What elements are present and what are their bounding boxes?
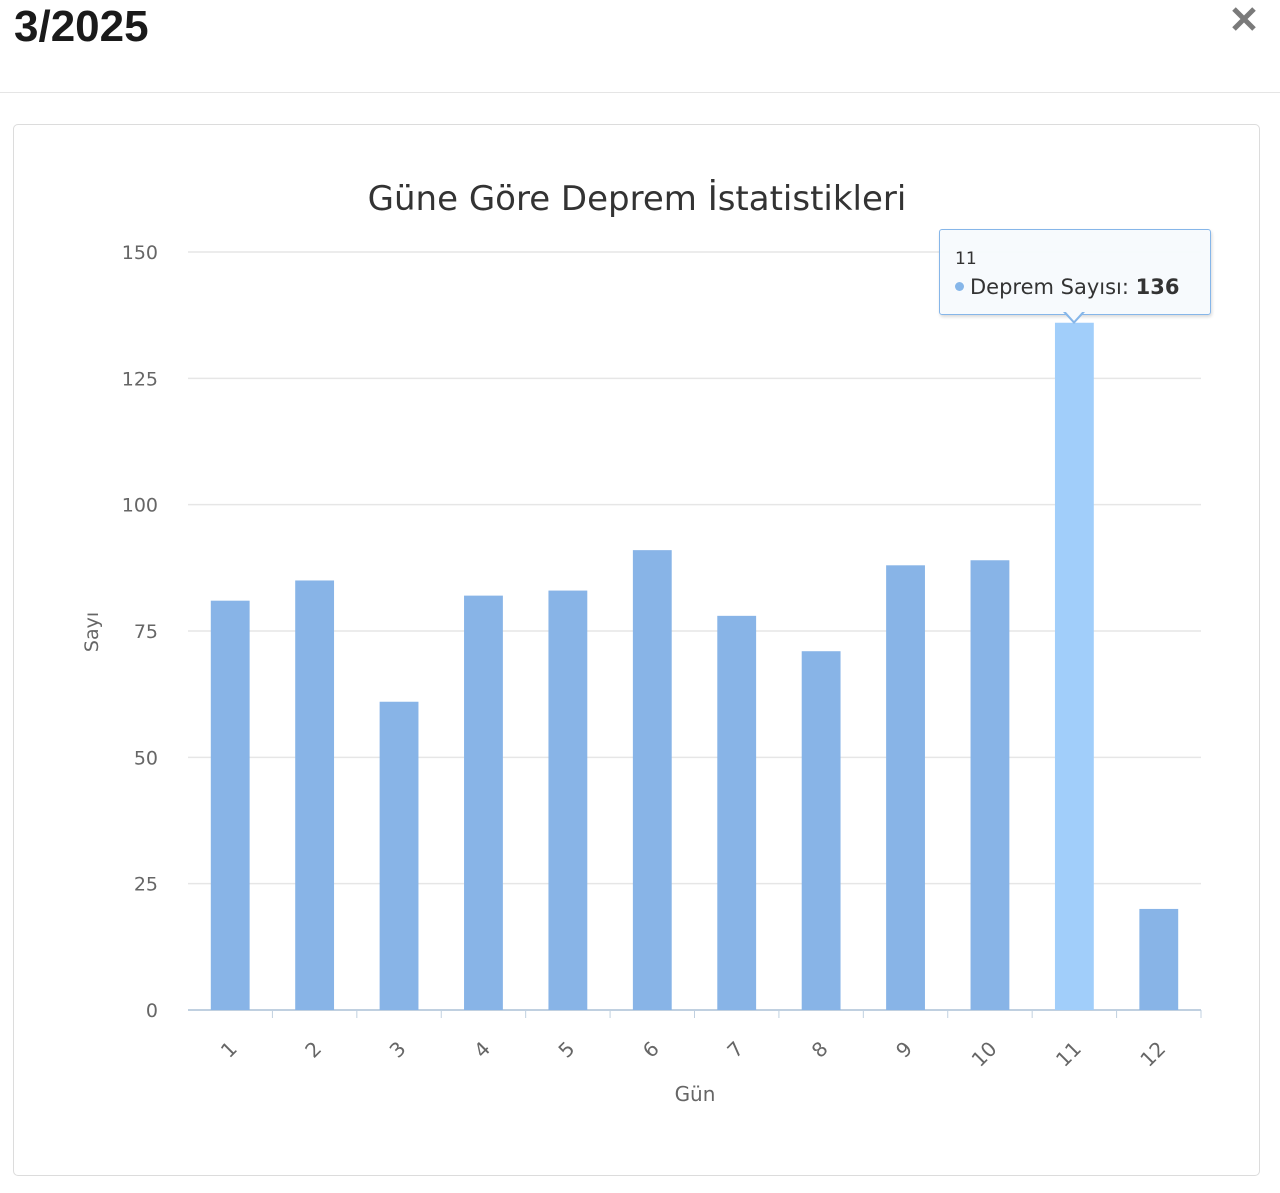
grid-lines	[188, 251, 1202, 1018]
x-axis-ticks: 1 2 3 4 5 6 7 8 9 10 11 12	[216, 1037, 1171, 1072]
x-tick-label: 9	[891, 1037, 917, 1063]
x-tick-label: 7	[722, 1037, 748, 1063]
y-tick-label: 75	[134, 621, 158, 643]
y-axis-ticks: 0 25 50 75 100 125 150	[122, 242, 158, 1022]
bar-day-4[interactable]	[464, 595, 503, 1010]
bar-day-7[interactable]	[717, 615, 757, 1010]
x-tick-label: 3	[385, 1037, 411, 1063]
tooltip-header: 11	[955, 249, 977, 269]
x-tick-label: 1	[216, 1037, 242, 1063]
bar-day-2[interactable]	[295, 580, 335, 1010]
bar-day-9[interactable]	[886, 565, 925, 1010]
x-tick-label: 12	[1135, 1037, 1170, 1072]
bar-day-5[interactable]	[548, 590, 588, 1010]
y-tick-label: 0	[146, 1000, 158, 1022]
bar-day-10[interactable]	[970, 560, 1010, 1010]
tooltip-value: 136	[1135, 275, 1180, 299]
x-tick-label: 6	[638, 1037, 664, 1063]
modal-header: 3/2025	[0, 0, 1280, 93]
x-tick-label: 5	[553, 1037, 579, 1063]
modal-title: 3/2025	[14, 2, 149, 51]
x-tick-label: 4	[469, 1037, 495, 1063]
x-tick-label: 8	[807, 1037, 833, 1063]
x-tick-label: 10	[967, 1037, 1002, 1072]
x-tick-label: 2	[300, 1037, 326, 1063]
x-tick-label: 11	[1051, 1037, 1086, 1072]
chart-tooltip: 11 Deprem Sayısı: 136	[939, 229, 1211, 315]
y-tick-label: 50	[134, 747, 158, 769]
bar-day-11[interactable]	[1054, 322, 1094, 1010]
bar-day-3[interactable]	[379, 701, 419, 1010]
close-icon[interactable]	[1229, 4, 1259, 34]
tooltip-row: Deprem Sayısı: 136	[955, 275, 1180, 299]
y-tick-label: 150	[122, 242, 158, 264]
bars	[210, 322, 1179, 1010]
bar-day-1[interactable]	[210, 600, 250, 1010]
y-tick-label: 100	[122, 495, 158, 517]
y-axis-label: Sayı	[81, 612, 103, 652]
chart-title: Güne Göre Deprem İstatistikleri	[368, 179, 907, 219]
bar-day-6[interactable]	[632, 550, 672, 1010]
bar-day-12[interactable]	[1139, 908, 1179, 1010]
y-tick-label: 25	[134, 874, 158, 896]
series-dot-icon	[955, 281, 964, 291]
tooltip-arrow-inner	[1065, 311, 1083, 321]
tooltip-series-label: Deprem Sayısı:	[970, 275, 1129, 299]
bar-day-8[interactable]	[801, 651, 841, 1010]
y-tick-label: 125	[122, 368, 158, 390]
x-axis-label: Gün	[675, 1082, 716, 1106]
